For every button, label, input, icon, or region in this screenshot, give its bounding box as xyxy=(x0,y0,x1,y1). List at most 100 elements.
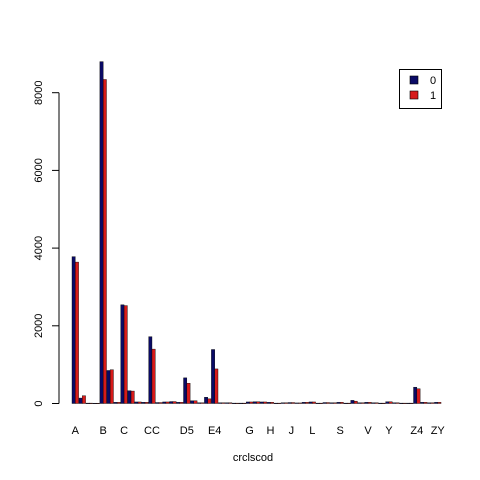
bar-v1-series-1 xyxy=(374,402,379,404)
legend-label-1: 1 xyxy=(430,90,436,102)
x-axis-title: crclscod xyxy=(233,452,273,464)
bar-y-series-0 xyxy=(385,401,390,404)
bar-a-series-0 xyxy=(71,256,76,404)
x-tick-label: E4 xyxy=(208,425,221,437)
bar-e-series-0 xyxy=(197,402,201,404)
bar-c2-series-1 xyxy=(130,390,135,404)
bar-b2-series-1 xyxy=(109,369,114,404)
bar-z4-series-1 xyxy=(416,388,421,404)
bar-g-series-1 xyxy=(249,401,254,404)
bar-d-series-0 xyxy=(162,401,167,404)
bars-group xyxy=(71,61,442,404)
x-tick-label: C xyxy=(120,425,128,437)
bar-zy-series-0 xyxy=(434,402,438,404)
bar-tp-series-0 xyxy=(343,402,348,404)
x-tick-label: D5 xyxy=(180,425,194,437)
bar-d4-series-0 xyxy=(176,402,181,404)
bar-gy-series-0 xyxy=(259,401,264,404)
bar-ga-series-0 xyxy=(253,401,257,404)
x-tick-label: S xyxy=(336,425,343,437)
x-tick-label: L xyxy=(309,425,315,437)
bar-em-series-1 xyxy=(242,402,247,404)
bar-p1-series-0 xyxy=(329,402,334,404)
bar-j-series-1 xyxy=(291,402,295,404)
bar-c5-series-1 xyxy=(137,401,142,404)
x-tick-label: G xyxy=(245,425,254,437)
bar-e4-series-1 xyxy=(214,368,219,404)
bar-i-series-0 xyxy=(273,402,278,404)
bar-z-series-1 xyxy=(395,402,400,404)
bar-c-series-0 xyxy=(120,304,125,404)
bar-h-series-0 xyxy=(266,402,271,404)
bar-z-series-0 xyxy=(392,402,397,404)
bar-z5-series-1 xyxy=(423,402,428,404)
bar-aa-series-1 xyxy=(96,402,100,404)
y-tick-label: 0 xyxy=(33,400,45,406)
bar-ea-series-1 xyxy=(221,402,226,404)
legend-swatch-1 xyxy=(409,90,419,100)
x-tick-label: A xyxy=(72,425,80,437)
bar-cc-series-1 xyxy=(151,348,156,404)
bar-b-series-1 xyxy=(102,79,107,404)
bar-za-series-0 xyxy=(427,402,431,404)
x-tick-label: H xyxy=(266,425,274,437)
bar-ca-series-0 xyxy=(141,402,146,404)
bar-g-series-0 xyxy=(246,401,250,404)
bar-v1-series-0 xyxy=(371,402,376,404)
bar-e-series-1 xyxy=(200,402,205,404)
bar-d-series-1 xyxy=(165,401,170,404)
bar-s-series-1 xyxy=(339,402,344,404)
bar-z5-series-0 xyxy=(420,402,424,404)
bar-a-series-1 xyxy=(75,261,79,404)
bar-d5-series-0 xyxy=(183,377,188,404)
bar-u-series-0 xyxy=(350,400,355,404)
bar-d2-series-1 xyxy=(172,401,177,404)
bar-ba-series-1 xyxy=(116,402,121,404)
legend-box xyxy=(399,69,442,109)
bar-ef-series-0 xyxy=(232,402,236,404)
y-tick-label: 6000 xyxy=(33,158,45,182)
bar-k-series-0 xyxy=(301,402,306,404)
bar-ga-series-1 xyxy=(256,401,261,404)
bar-u1-series-0 xyxy=(357,402,362,404)
bar-zy-series-1 xyxy=(437,402,442,404)
bar-e2-series-1 xyxy=(207,398,212,404)
bar-o-series-1 xyxy=(326,402,330,404)
x-tick-label: Y xyxy=(385,425,393,437)
bar-l-series-0 xyxy=(308,401,313,404)
bar-b-series-0 xyxy=(99,61,104,404)
bar-da-series-0 xyxy=(190,400,194,404)
y-tick-label: 4000 xyxy=(33,236,45,260)
legend-label-0: 0 xyxy=(430,75,436,87)
x-axis: A B C CC D5 E4 G H J L S V Y Z4 ZY xyxy=(72,425,446,437)
bar-za-series-1 xyxy=(430,402,435,404)
bar-ea-series-0 xyxy=(218,402,222,404)
bar-s-series-0 xyxy=(336,402,341,404)
bar-a2-series-1 xyxy=(82,395,86,404)
bar-b2-series-0 xyxy=(106,370,111,404)
bar-aa-series-0 xyxy=(92,402,97,404)
bar-if-series-0 xyxy=(280,402,285,404)
bar-e4-series-0 xyxy=(211,349,215,404)
bar-y-series-1 xyxy=(388,401,393,404)
x-tick-label: B xyxy=(100,425,107,437)
bar-ba-series-0 xyxy=(113,402,118,404)
x-tick-label: ZY xyxy=(431,425,446,437)
bar-m-series-1 xyxy=(319,402,323,404)
bar-v-series-1 xyxy=(367,402,372,404)
bar-a3-series-1 xyxy=(89,402,93,404)
bar-z1-series-1 xyxy=(402,402,407,404)
bar-l-series-1 xyxy=(312,401,316,404)
bar-cy-series-1 xyxy=(158,402,163,404)
x-tick-label: CC xyxy=(144,425,160,437)
bar-ec-series-1 xyxy=(228,402,233,404)
bar-h-series-1 xyxy=(270,402,274,404)
bar-c5-series-0 xyxy=(134,401,139,404)
bar-w-series-1 xyxy=(381,402,386,404)
bar-j-series-0 xyxy=(287,402,292,404)
bar-d2-series-0 xyxy=(169,401,174,404)
bar-c-series-1 xyxy=(123,305,128,404)
bar-u1-series-1 xyxy=(360,402,365,404)
bar-da-series-1 xyxy=(193,400,198,404)
bar-cy-series-0 xyxy=(155,402,160,404)
